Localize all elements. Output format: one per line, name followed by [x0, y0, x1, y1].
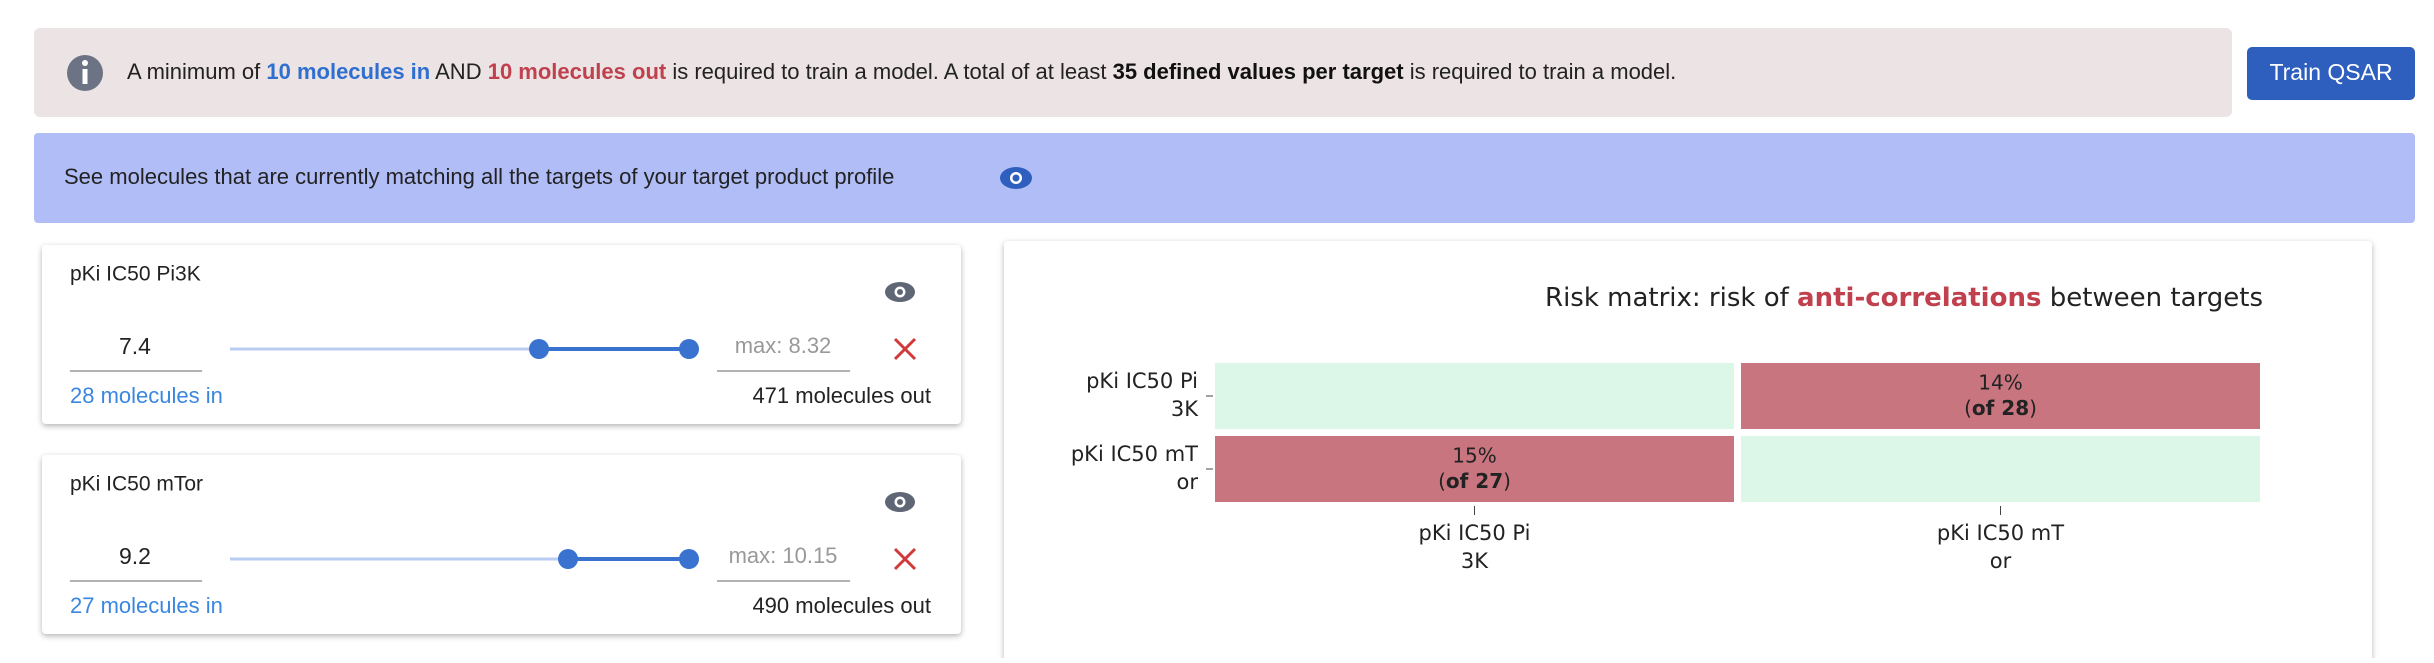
min-input[interactable]: 9.2 [119, 543, 151, 569]
banner-text: A minimum of 10 molecules in AND 10 mole… [127, 59, 1676, 84]
cell-detail: (of 27) [1438, 469, 1511, 493]
max-input[interactable]: max: 8.32 [735, 333, 832, 358]
max-input[interactable]: max: 10.15 [729, 543, 838, 568]
matrix-cell [1741, 436, 2260, 502]
detail-part: ) [1503, 469, 1511, 493]
text-part: 10 molecules in [266, 59, 430, 84]
risk-title: Risk matrix: risk of anti-correlations b… [1545, 283, 2263, 313]
target-card [42, 245, 961, 424]
detail-part: ( [1438, 469, 1446, 493]
x-tick-label: 3K [1461, 549, 1489, 573]
text-part: is required to train a model. [1404, 59, 1677, 84]
target-name: pKi IC50 Pi3K [70, 263, 201, 286]
text-part: A minimum of [127, 59, 266, 84]
x-stroke [893, 547, 917, 571]
molecules-out: 471 molecules out [752, 383, 931, 408]
y-tick-label: or [1177, 470, 1199, 494]
eye-icon[interactable] [885, 492, 915, 512]
detail-part: ) [2029, 396, 2037, 420]
text-part: is required to train a model. A total of… [666, 59, 1112, 84]
detail-part: of 28 [1972, 396, 2029, 420]
info-icon-stem [82, 69, 88, 84]
matrix-cell [1741, 363, 2260, 429]
eye-core [897, 499, 903, 505]
train-button[interactable] [2247, 47, 2415, 100]
target-name: pKi IC50 mTor [70, 473, 203, 496]
text-part: 35 defined values per target [1113, 59, 1405, 84]
eye-icon[interactable] [1000, 167, 1032, 189]
remove-icon[interactable] [893, 547, 917, 571]
detail-part: ( [1964, 396, 1972, 420]
train-button-label[interactable]: Train QSAR [2269, 59, 2392, 85]
text-part: AND [430, 59, 487, 84]
y-tick-label: pKi IC50 Pi [1086, 369, 1198, 393]
slider-thumb[interactable] [679, 549, 699, 569]
match-bar [34, 133, 2415, 223]
x-tick-label: pKi IC50 mT [1937, 521, 2064, 545]
info-icon-dot [82, 60, 88, 66]
cell-label: 14% [1978, 371, 2022, 395]
molecules-in[interactable]: 27 molecules in [70, 593, 223, 618]
slider-thumb[interactable] [529, 339, 549, 359]
text-part: Risk matrix: risk of [1545, 283, 1797, 313]
cell-detail: (of 28) [1964, 396, 2037, 420]
y-tick-label: pKi IC50 mT [1071, 442, 1198, 466]
text-part: 10 molecules out [488, 59, 667, 84]
target-card [42, 455, 961, 634]
match-bar-text: See molecules that are currently matchin… [64, 164, 894, 189]
text-part: between targets [2041, 283, 2263, 313]
x-tick-label: pKi IC50 Pi [1419, 521, 1531, 545]
molecules-out: 490 molecules out [752, 593, 931, 618]
slider-thumb[interactable] [679, 339, 699, 359]
x-stroke [893, 337, 917, 361]
eye-core [897, 289, 903, 295]
cell-label: 15% [1452, 444, 1496, 468]
y-tick-label: 3K [1171, 397, 1199, 421]
eye-icon[interactable] [885, 282, 915, 302]
x-tick-label: or [1990, 549, 2012, 573]
detail-part: of 27 [1446, 469, 1503, 493]
info-banner [34, 28, 2232, 117]
matrix-cell [1215, 363, 1734, 429]
min-input[interactable]: 7.4 [119, 333, 151, 359]
matrix-cell [1215, 436, 1734, 502]
slider-thumb[interactable] [558, 549, 578, 569]
molecules-in[interactable]: 28 molecules in [70, 383, 223, 408]
remove-icon[interactable] [893, 337, 917, 361]
text-part: anti-correlations [1797, 283, 2041, 313]
